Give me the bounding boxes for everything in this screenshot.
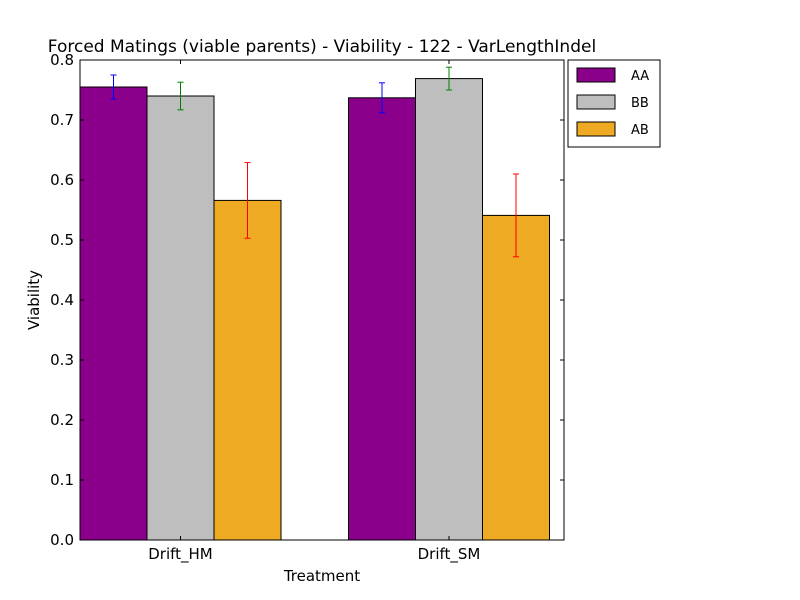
y-axis: 0.0 0.1 0.2 0.3 0.4 0.5 0.6 0.7 0.8 [50,51,564,549]
y-axis-label: Viability [25,270,43,330]
bar-AA-Drift_HM [79,86,148,541]
bar-AA-Drift_SM [348,97,416,541]
error-bar-AA-Drift_HM [110,74,117,100]
y-tick-label: 0.5 [50,231,74,249]
y-tick-label: 0.1 [50,471,74,489]
y-tick-label: 0.3 [50,351,74,369]
x-axis: Drift_HM Drift_SM [148,60,480,564]
error-bar-BB-Drift_HM [177,81,184,111]
error-bar-BB-Drift_SM [446,66,452,91]
legend-label-BB: BB [631,96,649,111]
error-bars-layer [110,66,519,258]
y-tick-label: 0.0 [50,531,74,549]
y-tick-label: 0.2 [50,411,74,429]
y-tick-label: 0.7 [50,111,74,129]
y-tick-label: 0.4 [50,291,74,309]
bars-layer [79,78,550,541]
error-bar-AA-Drift_SM [379,82,385,114]
x-tick-label: Drift_HM [148,545,213,564]
legend-swatch-AA [576,67,616,83]
x-tick-label: Drift_SM [418,545,481,564]
bar-AB-Drift_HM [213,199,282,541]
legend-swatch-AB [576,121,616,137]
legend-label-AA: AA [631,69,649,84]
error-bar-AB-Drift_HM [244,162,251,239]
chart-title: Forced Matings (viable parents) - Viabil… [48,37,596,57]
y-tick-label: 0.8 [50,51,74,69]
error-bar-AB-Drift_SM [513,173,519,258]
legend-label-AB: AB [631,123,649,138]
bar-AB-Drift_SM [482,214,550,541]
y-tick-label: 0.6 [50,171,74,189]
legend-swatch-BB [576,94,616,110]
bar-BB-Drift_SM [415,78,483,541]
legend: AA BB AB [567,59,661,148]
bar-BB-Drift_HM [146,95,215,541]
x-axis-label: Treatment [283,567,360,585]
